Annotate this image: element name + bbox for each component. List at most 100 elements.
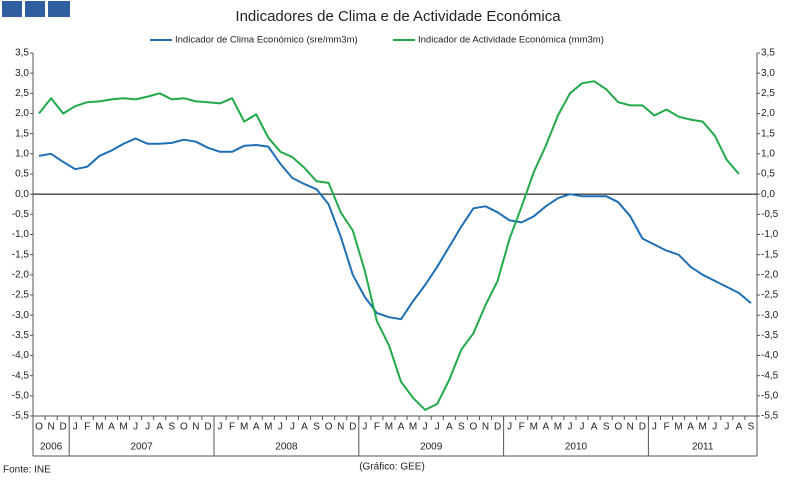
x-tick-label: N [337, 422, 344, 433]
y2-tick-label: 3,5 [761, 48, 775, 59]
y-tick-label: -3,5 [12, 330, 30, 341]
y-tick-label: 3,0 [15, 68, 29, 79]
x-tick-label: J [567, 422, 572, 433]
x-tick-label: D [639, 422, 646, 433]
y-tick-label: -5,5 [12, 411, 30, 422]
x-tick-label: M [554, 422, 562, 433]
x-tick-label: A [253, 422, 260, 433]
x-tick-label: J [652, 422, 657, 433]
x-tick-label: O [614, 422, 622, 433]
y2-tick-label: 3,0 [761, 68, 775, 79]
x-tick-label: N [47, 422, 54, 433]
y2-tick-label: -4,5 [761, 370, 779, 381]
header-block [25, 1, 45, 17]
x-tick-label: J [507, 422, 512, 433]
y-tick-label: 2,0 [15, 108, 29, 119]
x-tick-label: A [542, 422, 549, 433]
x-tick-label: O [180, 422, 188, 433]
x-tick-label: S [313, 422, 320, 433]
series-line [38, 80, 740, 411]
x-tick-label: J [218, 422, 223, 433]
x-tick-label: J [423, 422, 428, 433]
x-tick-label: F [374, 422, 380, 433]
header-block [2, 1, 22, 17]
x-tick-label: N [192, 422, 199, 433]
x-tick-label: J [278, 422, 283, 433]
year-label: 2011 [692, 442, 714, 453]
year-label: 2006 [40, 442, 63, 453]
x-tick-label: D [349, 422, 356, 433]
x-tick-label: F [84, 422, 90, 433]
y-tick-label: -2,0 [12, 269, 30, 280]
series-line [38, 137, 752, 321]
year-label: 2010 [565, 442, 588, 453]
y-tick-label: 3,5 [15, 48, 29, 59]
year-label: 2009 [420, 442, 443, 453]
x-tick-label: D [204, 422, 211, 433]
x-tick-label: A [108, 422, 115, 433]
x-tick-label: A [156, 422, 163, 433]
x-tick-label: D [60, 422, 67, 433]
y2-tick-label: 1,5 [761, 128, 775, 139]
x-tick-label: J [435, 422, 440, 433]
x-tick-label: J [145, 422, 150, 433]
x-tick-label: J [290, 422, 295, 433]
y2-tick-label: -5,5 [761, 411, 779, 422]
x-tick-label: S [168, 422, 175, 433]
y2-tick-label: -2,5 [761, 290, 779, 301]
x-tick-label: F [519, 422, 525, 433]
x-tick-label: N [482, 422, 489, 433]
y2-tick-label: -3,5 [761, 330, 779, 341]
y-tick-label: -1,5 [12, 249, 30, 260]
x-tick-label: M [530, 422, 538, 433]
chart-title: Indicadores de Clima e de Actividade Eco… [235, 8, 561, 25]
y-tick-label: -4,5 [12, 370, 30, 381]
y2-tick-label: 1,0 [761, 148, 775, 159]
x-tick-label: F [663, 422, 669, 433]
x-tick-label: A [591, 422, 598, 433]
y2-tick-label: 2,5 [761, 88, 775, 99]
x-tick-label: J [712, 422, 717, 433]
x-tick-label: A [736, 422, 743, 433]
y-tick-label: -1,0 [12, 229, 30, 240]
y2-tick-label: 0,5 [761, 169, 775, 180]
x-tick-label: A [398, 422, 405, 433]
y2-tick-label: -0,5 [761, 209, 779, 220]
x-tick-label: O [325, 422, 333, 433]
x-tick-label: F [229, 422, 235, 433]
x-tick-label: S [458, 422, 465, 433]
credit: (Gráfico: GEE) [359, 462, 425, 473]
x-tick-label: A [301, 422, 308, 433]
y2-tick-label: -1,5 [761, 249, 779, 260]
year-label: 2007 [130, 442, 153, 453]
y2-tick-label: -3,0 [761, 310, 779, 321]
x-tick-label: M [240, 422, 248, 433]
y2-tick-label: -5,0 [761, 390, 779, 401]
x-tick-label: J [73, 422, 78, 433]
y2-tick-label: 2,0 [761, 108, 775, 119]
y2-tick-label: -4,0 [761, 350, 779, 361]
y2-tick-label: -2,0 [761, 269, 779, 280]
x-tick-label: A [446, 422, 453, 433]
x-tick-label: S [603, 422, 610, 433]
x-tick-label: D [494, 422, 501, 433]
y2-tick-label: -1,0 [761, 229, 779, 240]
y-tick-label: 1,5 [15, 128, 29, 139]
x-tick-label: M [699, 422, 707, 433]
x-tick-label: S [748, 422, 755, 433]
x-tick-label: N [627, 422, 634, 433]
y-tick-label: -4,0 [12, 350, 30, 361]
x-tick-label: J [724, 422, 729, 433]
x-tick-label: O [35, 422, 43, 433]
y2-tick-label: 0,0 [761, 189, 775, 200]
header-block [48, 1, 70, 17]
x-tick-label: M [95, 422, 103, 433]
x-tick-label: O [470, 422, 478, 433]
y-tick-label: -0,5 [12, 209, 30, 220]
y-tick-label: -5,0 [12, 390, 30, 401]
x-tick-label: M [119, 422, 127, 433]
x-tick-label: M [409, 422, 417, 433]
y-tick-label: -3,0 [12, 310, 30, 321]
y-tick-label: 1,0 [15, 148, 29, 159]
